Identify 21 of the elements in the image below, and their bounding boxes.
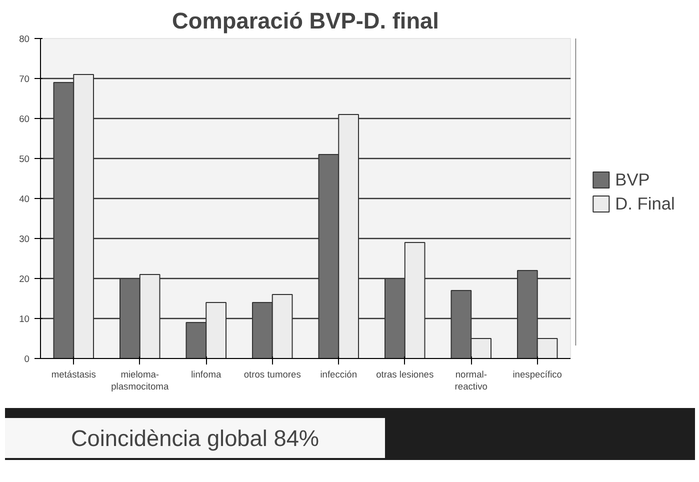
x-tick-label: mieloma- plasmocitoma: [111, 370, 170, 392]
legend-label: BVP: [615, 169, 650, 190]
y-tick-label: 20: [19, 274, 30, 284]
y-tick-label: 80: [19, 34, 30, 44]
x-tick-label: otros tumores: [244, 370, 302, 380]
y-tick-label: 10: [19, 314, 30, 324]
y-tick-label: 70: [19, 74, 30, 84]
text: Coincidència global 84%: [5, 418, 385, 458]
y-tick-label: 0: [24, 354, 30, 364]
x-tick-label: normal- reactivo: [454, 370, 488, 392]
x-tick-label: infección: [320, 370, 358, 380]
x-tick-label: metástasis: [51, 370, 96, 380]
chart-title: Comparació BVP-D. final: [172, 8, 439, 34]
y-tick-label: 60: [19, 114, 30, 124]
y-tick-label: 40: [19, 194, 30, 204]
y-tick-label: 30: [19, 234, 30, 244]
x-tick-label: otras lesiones: [376, 370, 434, 380]
x-tick-label: linfoma: [191, 370, 222, 380]
x-tick-label: inespecífico: [512, 370, 562, 380]
y-tick-label: 50: [19, 154, 30, 164]
legend-label: D. Final: [615, 193, 675, 214]
